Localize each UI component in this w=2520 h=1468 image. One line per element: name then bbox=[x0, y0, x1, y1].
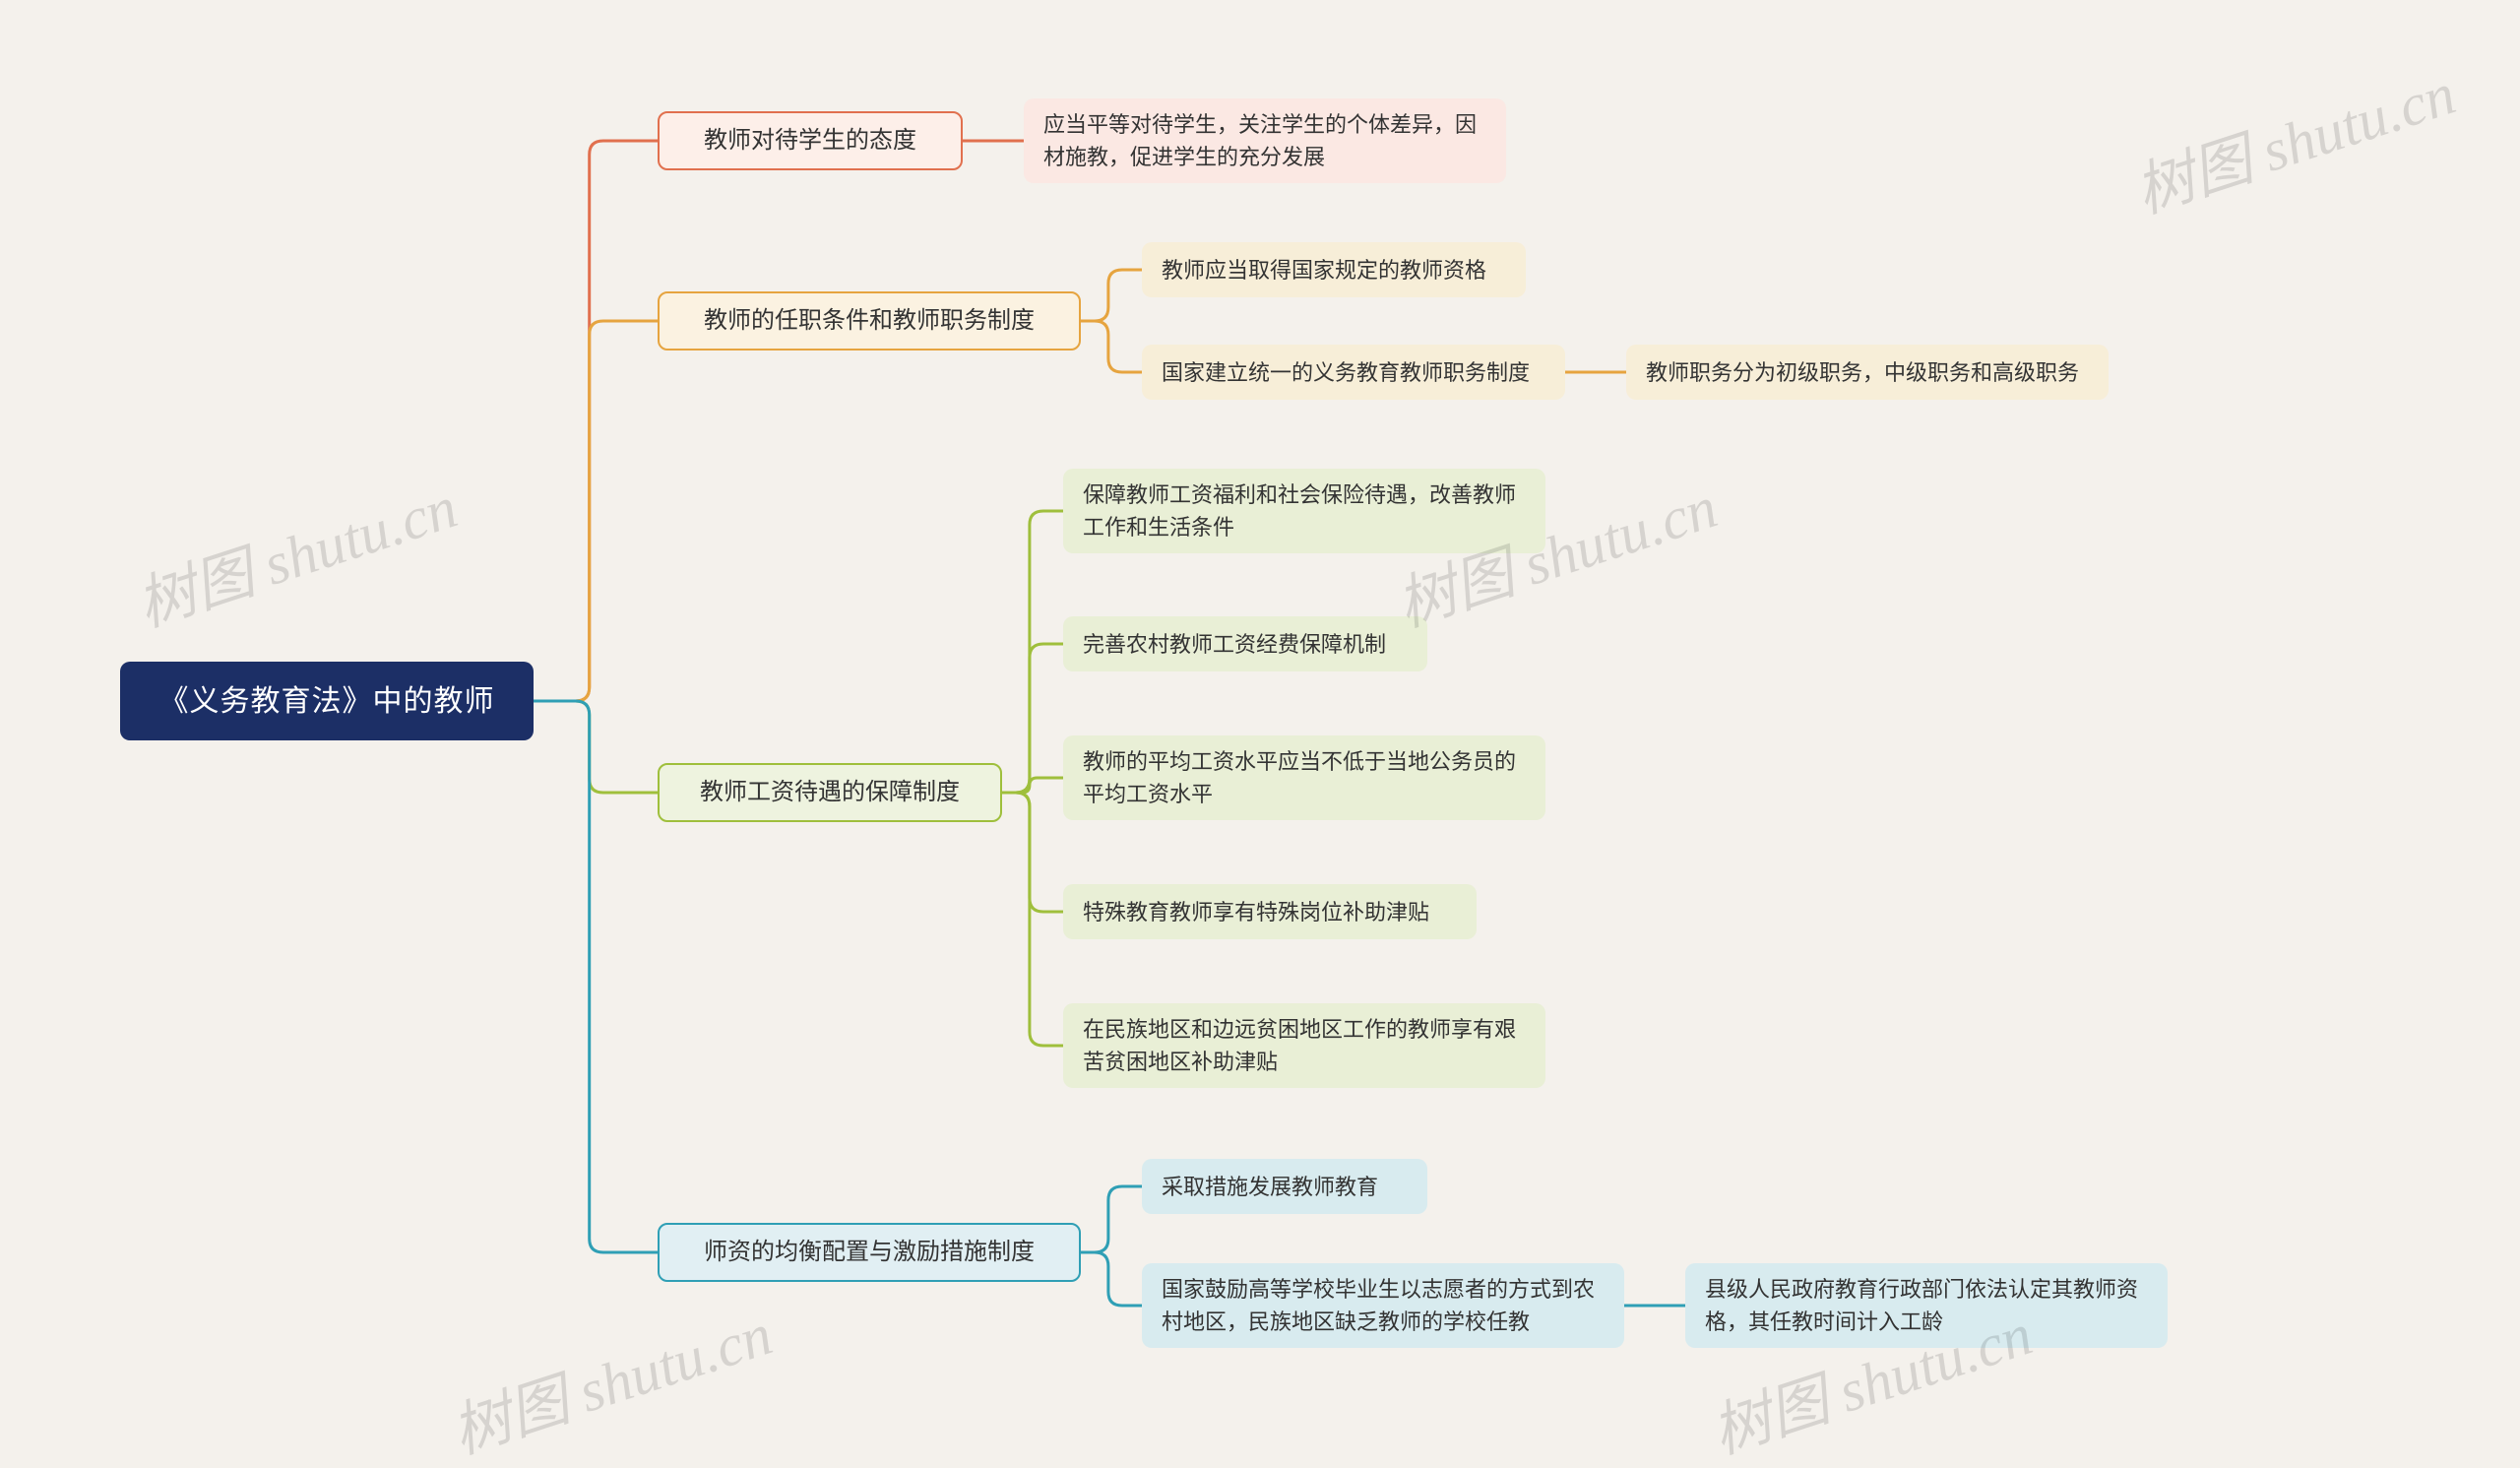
watermark: 树图 shutu.cn bbox=[2122, 46, 2464, 230]
node-label: 师资的均衡配置与激励措施制度 bbox=[704, 1235, 1035, 1270]
node-label: 《义务教育法》中的教师 bbox=[159, 679, 495, 724]
node-b2[interactable]: 教师的任职条件和教师职务制度 bbox=[658, 291, 1081, 351]
node-b2c1[interactable]: 教师应当取得国家规定的教师资格 bbox=[1142, 242, 1526, 297]
node-b3c5[interactable]: 在民族地区和边远贫困地区工作的教师享有艰苦贫困地区补助津贴 bbox=[1063, 1003, 1545, 1088]
node-b3[interactable]: 教师工资待遇的保障制度 bbox=[658, 763, 1002, 822]
watermark: 树图 shutu.cn bbox=[439, 1287, 781, 1468]
node-label: 采取措施发展教师教育 bbox=[1162, 1171, 1378, 1203]
node-label: 教师的任职条件和教师职务制度 bbox=[704, 303, 1035, 339]
node-b4[interactable]: 师资的均衡配置与激励措施制度 bbox=[658, 1223, 1081, 1282]
node-label: 教师职务分为初级职务，中级职务和高级职务 bbox=[1646, 356, 2079, 389]
node-label: 国家建立统一的义务教育教师职务制度 bbox=[1162, 356, 1530, 389]
node-b4c1[interactable]: 采取措施发展教师教育 bbox=[1142, 1159, 1427, 1214]
node-label: 教师的平均工资水平应当不低于当地公务员的平均工资水平 bbox=[1083, 745, 1526, 810]
watermark: 树图 shutu.cn bbox=[124, 460, 466, 644]
node-b2c2a[interactable]: 教师职务分为初级职务，中级职务和高级职务 bbox=[1626, 345, 2109, 400]
node-label: 在民族地区和边远贫困地区工作的教师享有艰苦贫困地区补助津贴 bbox=[1083, 1013, 1526, 1078]
node-b1c1[interactable]: 应当平等对待学生，关注学生的个体差异，因材施教，促进学生的充分发展 bbox=[1024, 98, 1506, 183]
node-root[interactable]: 《义务教育法》中的教师 bbox=[120, 662, 534, 740]
node-b3c1[interactable]: 保障教师工资福利和社会保险待遇，改善教师工作和生活条件 bbox=[1063, 469, 1545, 553]
node-label: 特殊教育教师享有特殊岗位补助津贴 bbox=[1083, 896, 1429, 928]
node-b4c2[interactable]: 国家鼓励高等学校毕业生以志愿者的方式到农村地区，民族地区缺乏教师的学校任教 bbox=[1142, 1263, 1624, 1348]
node-label: 国家鼓励高等学校毕业生以志愿者的方式到农村地区，民族地区缺乏教师的学校任教 bbox=[1162, 1273, 1605, 1338]
node-label: 保障教师工资福利和社会保险待遇，改善教师工作和生活条件 bbox=[1083, 479, 1526, 543]
node-label: 教师工资待遇的保障制度 bbox=[700, 775, 960, 810]
node-label: 教师应当取得国家规定的教师资格 bbox=[1162, 254, 1486, 287]
node-b1[interactable]: 教师对待学生的态度 bbox=[658, 111, 963, 170]
node-b3c3[interactable]: 教师的平均工资水平应当不低于当地公务员的平均工资水平 bbox=[1063, 735, 1545, 820]
node-label: 完善农村教师工资经费保障机制 bbox=[1083, 628, 1386, 661]
node-b3c2[interactable]: 完善农村教师工资经费保障机制 bbox=[1063, 616, 1427, 671]
node-b3c4[interactable]: 特殊教育教师享有特殊岗位补助津贴 bbox=[1063, 884, 1477, 939]
node-b2c2[interactable]: 国家建立统一的义务教育教师职务制度 bbox=[1142, 345, 1565, 400]
node-label: 县级人民政府教育行政部门依法认定其教师资格，其任教时间计入工龄 bbox=[1705, 1273, 2148, 1338]
node-label: 应当平等对待学生，关注学生的个体差异，因材施教，促进学生的充分发展 bbox=[1043, 108, 1486, 173]
node-label: 教师对待学生的态度 bbox=[704, 123, 916, 159]
node-b4c2a[interactable]: 县级人民政府教育行政部门依法认定其教师资格，其任教时间计入工龄 bbox=[1685, 1263, 2168, 1348]
mindmap-canvas: 《义务教育法》中的教师 教师对待学生的态度 应当平等对待学生，关注学生的个体差异，因… bbox=[0, 0, 2520, 1468]
